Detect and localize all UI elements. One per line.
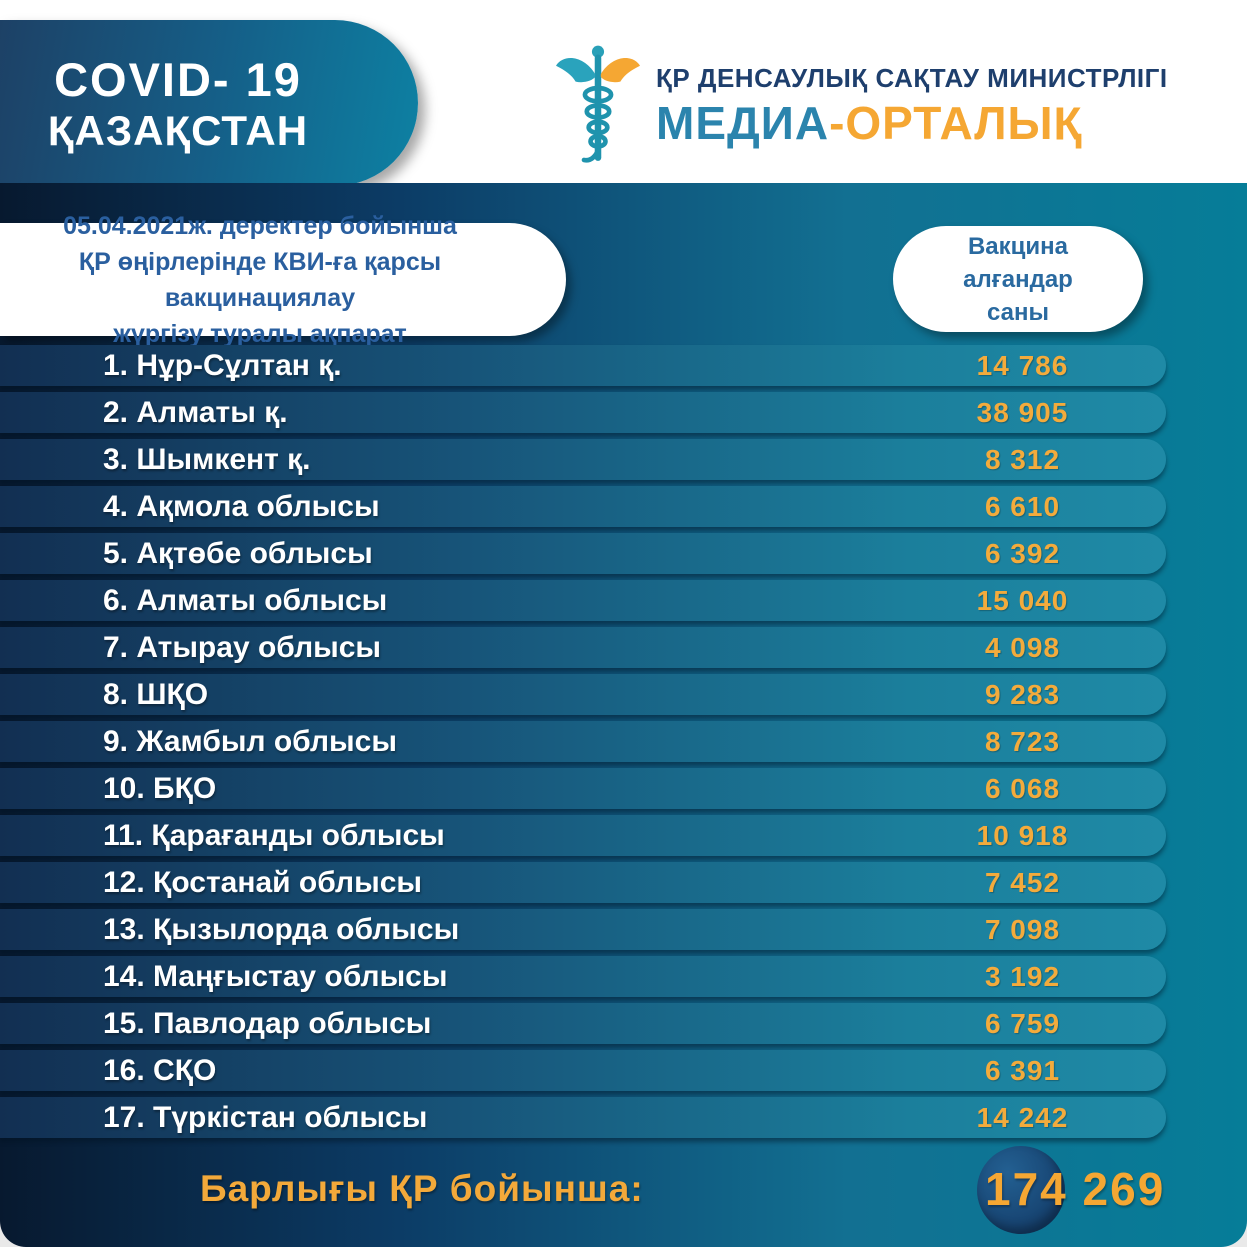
region-value: 14 242 [976,1101,1069,1133]
table-row: 10. БҚО 6 068 [0,768,1166,809]
ministry-logo: ҚР ДЕНСАУЛЫҚ САҚТАУ МИНИСТРЛІГІ МЕДИА-ОР… [556,40,1168,173]
region-value: 6 391 [984,1054,1061,1086]
table-row: 4. Ақмола облысы 6 610 [0,486,1166,527]
region-label: 6. Алматы облысы [103,583,388,617]
ministry-name: ҚР ДЕНСАУЛЫҚ САҚТАУ МИНИСТРЛІГІ [656,63,1168,93]
covid-title-line1: COVID- 19 [54,52,302,106]
brand-part-ortalyk: -ОРТАЛЫҚ [829,97,1083,149]
region-value: 9 283 [984,678,1061,710]
table-row: 5. Ақтөбе облысы 6 392 [0,533,1166,574]
table-row: 1. Нұр-Сұлтан қ. 14 786 [0,345,1166,386]
region-value: 6 610 [984,490,1061,522]
brand-part-media: МЕДИА [656,97,830,149]
region-label: 7. Атырау облысы [103,630,382,664]
table-row: 17. Түркістан облысы 14 242 [0,1097,1166,1138]
region-value: 7 098 [984,913,1061,945]
region-value: 3 192 [984,960,1061,992]
region-value: 38 905 [976,396,1069,428]
total-value: 174 269 [985,1163,1166,1215]
table-row: 11. Қарағанды облысы 10 918 [0,815,1166,856]
region-label: 10. БҚО [103,771,217,805]
region-label: 11. Қарағанды облысы [103,818,445,852]
media-center-brand: МЕДИА-ОРТАЛЫҚ [656,96,1168,150]
info-line3: жүргізу туралы ақпарат [113,319,407,348]
column-badge-line3: саны [987,298,1049,326]
region-value: 6 068 [984,772,1061,804]
total-circle [977,1146,1065,1234]
region-label: 3. Шымкент қ. [103,442,311,476]
table-row: 13. Қызылорда облысы 7 098 [0,909,1166,950]
region-label: 1. Нұр-Сұлтан қ. [103,348,342,382]
region-label: 14. Маңғыстау облысы [103,959,448,993]
info-line1: 05.04.2021ж. деректер бойынша [63,211,457,240]
table-row: 16. СҚО 6 391 [0,1050,1166,1091]
region-value: 8 723 [984,725,1061,757]
table-row: 7. Атырау облысы 4 098 [0,627,1166,668]
table-row: 2. Алматы қ. 38 905 [0,392,1166,433]
table-row: 12. Қостанай облысы 7 452 [0,862,1166,903]
covid-title-line2: ҚАЗАҚСТАН [47,106,309,154]
table-row: 9. Жамбыл облысы 8 723 [0,721,1166,762]
covid-title-badge: COVID- 19 ҚАЗАҚСТАН [0,20,418,186]
vaccinated-count-column-badge: Вакцина алғандар саны [893,226,1143,332]
region-label: 12. Қостанай облысы [103,865,423,899]
column-badge-line1: Вакцина [967,232,1069,260]
region-label: 5. Ақтөбе облысы [103,536,373,570]
table-row: 6. Алматы облысы 15 040 [0,580,1166,621]
region-label: 9. Жамбыл облысы [103,724,397,758]
table-row: 8. ШҚО 9 283 [0,674,1166,715]
table-row: 14. Маңғыстау облысы 3 192 [0,956,1166,997]
table-row: 15. Павлодар облысы 6 759 [0,1003,1166,1044]
region-label: 17. Түркістан облысы [103,1100,428,1134]
region-value: 6 392 [984,537,1061,569]
column-badge-line2: алғандар [963,265,1073,293]
caduceus-icon [556,40,640,173]
region-label: 2. Алматы қ. [103,395,288,429]
total-label: Барлығы ҚР бойынша: [200,1168,644,1209]
top-header: COVID- 19 ҚАЗАҚСТАН ҚР ДЕНСАУЛЫҚ САҚТА [0,0,1247,186]
region-value: 4 098 [984,631,1061,663]
info-line2: ҚР өңірлерінде КВИ-ға қарсы вакцинацияла… [78,247,442,312]
region-value: 10 918 [976,819,1069,851]
region-label: 16. СҚО [103,1053,217,1087]
region-list: 1. Нұр-Сұлтан қ. 14 786 2. Алматы қ. 38 90… [0,345,1247,1144]
region-value: 8 312 [984,443,1061,475]
region-value: 14 786 [976,349,1069,381]
region-label: 4. Ақмола облысы [103,489,380,523]
region-value: 7 452 [984,866,1061,898]
logo-text: ҚР ДЕНСАУЛЫҚ САҚТАУ МИНИСТРЛІГІ МЕДИА-ОР… [656,63,1168,150]
region-value: 15 040 [976,584,1069,616]
region-label: 15. Павлодар облысы [103,1006,432,1040]
region-label: 8. ШҚО [103,677,209,711]
table-row: 3. Шымкент қ. 8 312 [0,439,1166,480]
info-badge: 05.04.2021ж. деректер бойынша ҚР өңірлер… [0,212,566,348]
region-label: 13. Қызылорда облысы [103,912,460,946]
region-value: 6 759 [984,1007,1061,1039]
